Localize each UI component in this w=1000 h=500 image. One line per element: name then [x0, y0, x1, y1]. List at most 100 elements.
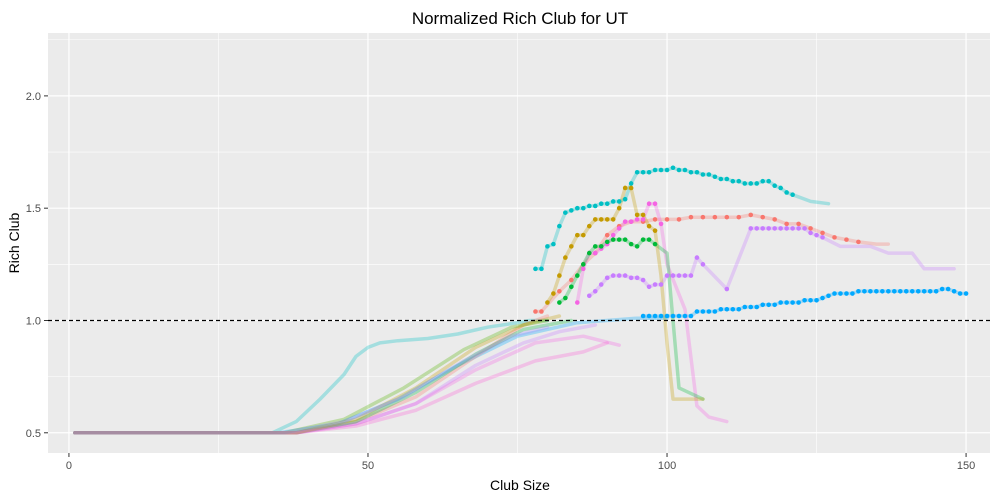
- x-tick-label: 50: [362, 460, 374, 472]
- series-5-point: [557, 300, 562, 305]
- series-0-point: [658, 167, 664, 173]
- series-1-point: [820, 295, 825, 301]
- series-1-point: [706, 309, 712, 314]
- series-3-point: [586, 293, 592, 299]
- series-0-point: [586, 203, 592, 209]
- series-0-point: [622, 196, 628, 202]
- series-1-point: [897, 288, 903, 294]
- series-1-point: [712, 309, 718, 314]
- series-0-point: [676, 167, 682, 173]
- series-5-point: [610, 237, 616, 242]
- x-axis-ticks: 0 50 100 150: [66, 453, 975, 472]
- series-0-point: [610, 199, 616, 204]
- series-6-point: [569, 244, 574, 249]
- series-1-point: [658, 313, 664, 319]
- series-2-point: [712, 214, 718, 220]
- series-2-point: [652, 217, 658, 222]
- series-1-point: [868, 288, 873, 294]
- series-0-point: [539, 266, 544, 272]
- series-3-point: [592, 288, 598, 294]
- series-0-point: [634, 169, 640, 175]
- series-3-point: [766, 226, 772, 231]
- series-3-point: [772, 226, 777, 231]
- series-1-point: [772, 302, 777, 308]
- series-3-point: [646, 284, 652, 290]
- series-0-point: [551, 241, 556, 247]
- series-2-point: [533, 309, 538, 314]
- plot-panel: [48, 33, 990, 453]
- series-4-point: [640, 217, 646, 222]
- series-1-point: [951, 288, 957, 294]
- series-3-point: [664, 273, 670, 278]
- data-points: [533, 165, 969, 319]
- series-2-point: [748, 212, 754, 218]
- y-tick-label: 1.0: [26, 315, 41, 327]
- series-1-point: [903, 288, 909, 294]
- series-2-point: [700, 214, 706, 220]
- series-1-point: [939, 286, 945, 292]
- series-5-point: [646, 237, 652, 242]
- series-2-point: [724, 214, 730, 220]
- series-3-point: [622, 273, 628, 278]
- series-5-point: [563, 295, 568, 301]
- series-0-point: [598, 201, 604, 206]
- series-2-point: [557, 288, 562, 294]
- series-0-point: [604, 201, 610, 206]
- series-1-point: [790, 300, 795, 305]
- series-1-point: [736, 306, 742, 312]
- series-0-point: [748, 181, 754, 186]
- series-3-point: [814, 232, 819, 238]
- series-6-point: [598, 217, 604, 222]
- series-0-point: [766, 178, 772, 184]
- series-1-point: [927, 288, 933, 294]
- series-1-point: [646, 313, 652, 319]
- series-1-point: [880, 288, 885, 294]
- series-7-baseline-line: [73, 318, 550, 435]
- x-tick-label: 100: [658, 460, 676, 472]
- series-4-point: [592, 250, 598, 256]
- series-1-point: [730, 306, 736, 312]
- series-4-baseline-line: [73, 334, 621, 435]
- series-1-point: [957, 291, 963, 296]
- series-1-point: [694, 309, 700, 314]
- series-1-point: [748, 304, 754, 310]
- series-2-point: [784, 221, 789, 227]
- series-1-point: [844, 291, 849, 296]
- series-2-point: [808, 226, 813, 231]
- series-2-point: [844, 237, 849, 242]
- series-3-point: [688, 273, 694, 278]
- series-1-point: [670, 313, 676, 319]
- series-5-point: [616, 237, 622, 242]
- series-0-point: [670, 165, 676, 171]
- series-1-point: [700, 309, 706, 314]
- series-0-point: [790, 192, 795, 198]
- series-0-point: [754, 181, 760, 186]
- series-0-point: [772, 183, 777, 189]
- series-6-point: [628, 185, 634, 191]
- series-1-point: [838, 291, 843, 296]
- series-0-point: [718, 176, 724, 182]
- series-4-point: [622, 219, 628, 224]
- series-0-point: [569, 208, 574, 213]
- series-1-point: [808, 297, 813, 303]
- series-4-tail-line: [659, 222, 729, 424]
- series-5-point: [652, 241, 658, 247]
- series-3-point: [652, 282, 658, 287]
- series-4-point: [658, 221, 664, 227]
- series-3-normalized-line: [588, 226, 824, 298]
- series-0-baseline-line: [73, 318, 550, 435]
- series-6-point: [586, 223, 592, 229]
- series-1-point: [640, 313, 646, 319]
- series-1-point: [892, 288, 897, 294]
- series-1-point: [796, 300, 801, 305]
- series-1-point: [945, 286, 951, 292]
- series-0-point: [784, 190, 789, 195]
- series-6-point: [616, 205, 622, 211]
- series-0-point: [700, 172, 706, 177]
- series-6-point: [551, 291, 556, 296]
- series-6-point: [640, 212, 646, 218]
- series-3-point: [808, 230, 813, 236]
- series-5-point: [628, 241, 634, 247]
- series-0-point: [736, 178, 742, 184]
